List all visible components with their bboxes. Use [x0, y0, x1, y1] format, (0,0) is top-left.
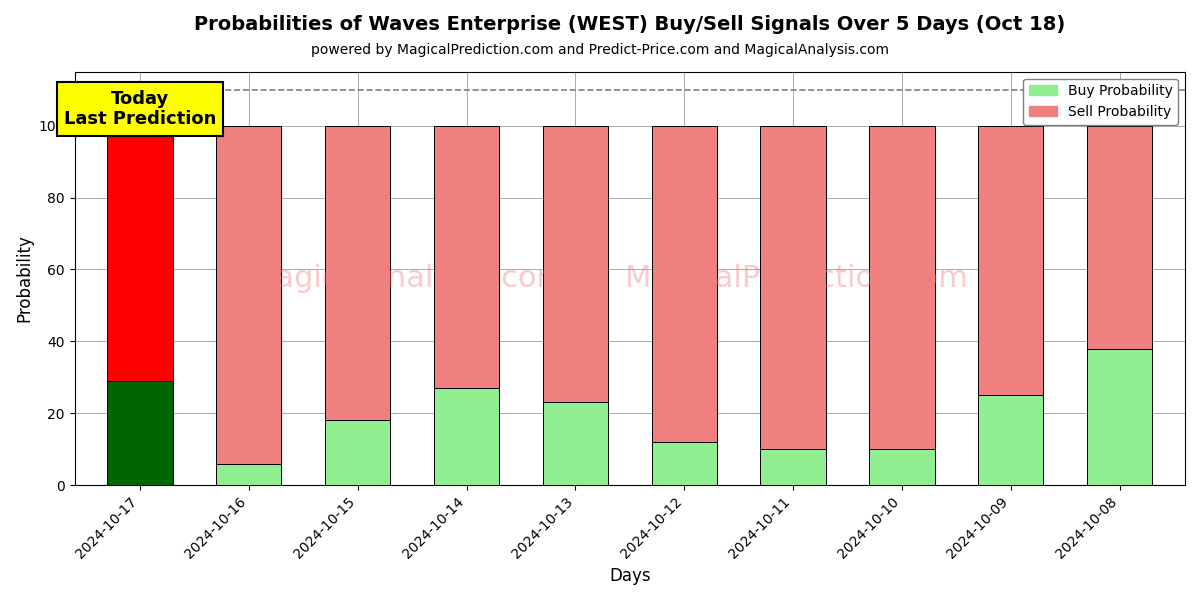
Bar — [869, 449, 935, 485]
Bar — [1087, 349, 1152, 485]
Y-axis label: Probability: Probability — [16, 235, 34, 322]
Text: MagicalAnalysis.com: MagicalAnalysis.com — [250, 264, 566, 293]
Bar — [1087, 125, 1152, 349]
Bar — [542, 403, 608, 485]
Bar — [761, 125, 826, 449]
Bar — [652, 442, 716, 485]
Text: Today
Last Prediction: Today Last Prediction — [64, 89, 216, 128]
Bar — [869, 125, 935, 449]
Bar — [216, 464, 282, 485]
Legend: Buy Probability, Sell Probability: Buy Probability, Sell Probability — [1024, 79, 1178, 125]
Bar — [978, 395, 1044, 485]
Title: Probabilities of Waves Enterprise (WEST) Buy/Sell Signals Over 5 Days (Oct 18): Probabilities of Waves Enterprise (WEST)… — [194, 15, 1066, 34]
Text: powered by MagicalPrediction.com and Predict-Price.com and MagicalAnalysis.com: powered by MagicalPrediction.com and Pre… — [311, 43, 889, 57]
X-axis label: Days: Days — [610, 567, 650, 585]
Bar — [434, 125, 499, 388]
Bar — [325, 421, 390, 485]
Bar — [652, 125, 716, 442]
Bar — [107, 381, 173, 485]
Text: MagicalPrediction.com: MagicalPrediction.com — [625, 264, 968, 293]
Bar — [216, 125, 282, 464]
Bar — [325, 125, 390, 421]
Bar — [434, 388, 499, 485]
Bar — [542, 125, 608, 403]
Bar — [761, 449, 826, 485]
Bar — [107, 125, 173, 381]
Bar — [978, 125, 1044, 395]
